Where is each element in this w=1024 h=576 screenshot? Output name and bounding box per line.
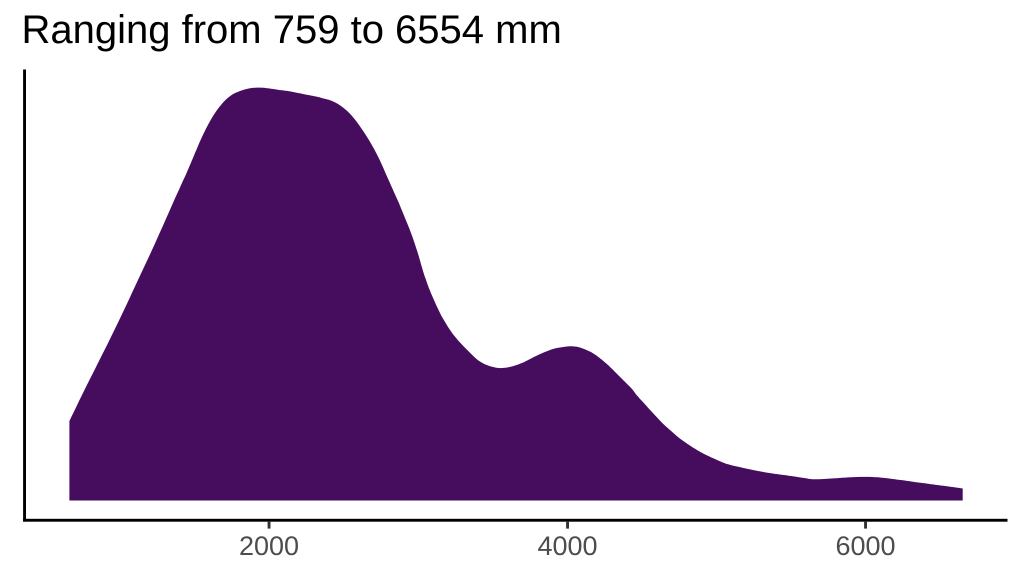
svg-text:6000: 6000 — [835, 531, 895, 561]
svg-text:4000: 4000 — [537, 531, 597, 561]
svg-text:2000: 2000 — [239, 531, 299, 561]
